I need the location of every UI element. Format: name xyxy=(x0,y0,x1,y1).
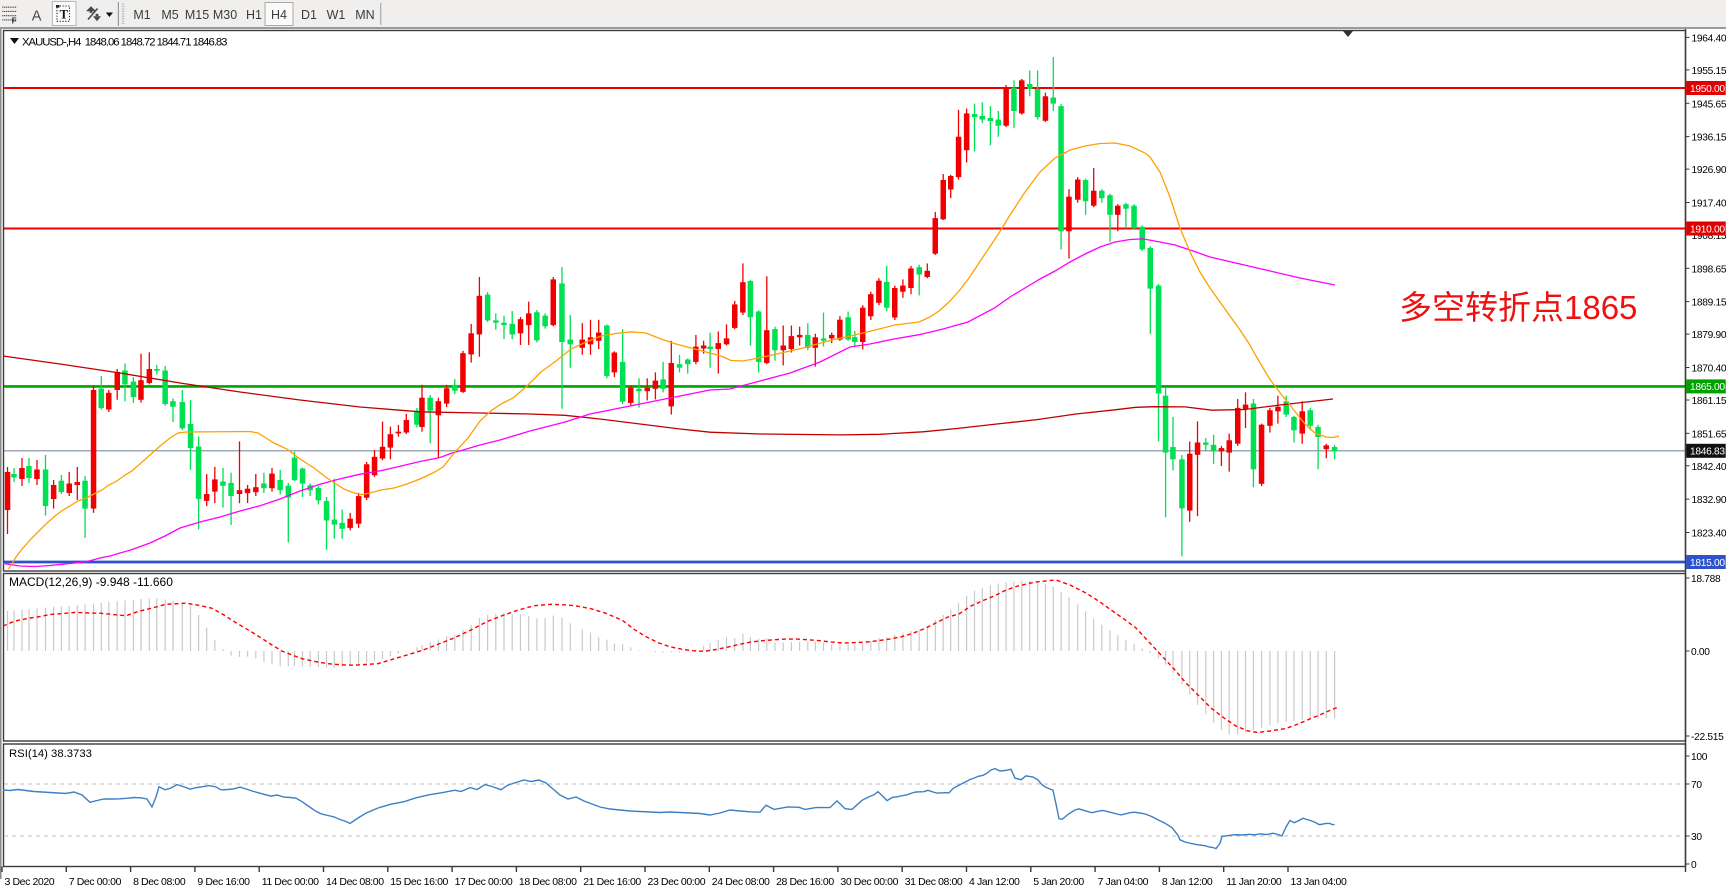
svg-text:5 Jan 20:00: 5 Jan 20:00 xyxy=(1033,876,1084,888)
svg-text:1910.00: 1910.00 xyxy=(1690,224,1725,235)
svg-text:3 Dec 2020: 3 Dec 2020 xyxy=(5,876,55,888)
svg-text:30: 30 xyxy=(1691,832,1702,843)
svg-text:21 Dec 16:00: 21 Dec 16:00 xyxy=(583,876,641,888)
svg-text:1842.40: 1842.40 xyxy=(1692,462,1726,473)
svg-text:1815.00: 1815.00 xyxy=(1690,558,1725,569)
svg-text:1823.40: 1823.40 xyxy=(1692,529,1726,540)
svg-text:28 Dec 16:00: 28 Dec 16:00 xyxy=(776,876,834,888)
svg-text:0: 0 xyxy=(1691,860,1697,871)
svg-text:18.788: 18.788 xyxy=(1691,574,1721,585)
svg-text:15 Dec 16:00: 15 Dec 16:00 xyxy=(390,876,448,888)
svg-text:XAUUSD-,H4 1848.06 1848.72 18: XAUUSD-,H4 1848.06 1848.72 1844.71 1846.… xyxy=(22,37,227,49)
svg-text:23 Dec 00:00: 23 Dec 00:00 xyxy=(648,876,706,888)
svg-text:1879.90: 1879.90 xyxy=(1692,330,1726,341)
svg-text:30 Dec 00:00: 30 Dec 00:00 xyxy=(840,876,898,888)
svg-text:11 Dec 00:00: 11 Dec 00:00 xyxy=(262,876,319,888)
svg-text:MACD(12,26,9) -9.948 -11.660: MACD(12,26,9) -9.948 -11.660 xyxy=(9,575,173,589)
svg-text:7 Jan 04:00: 7 Jan 04:00 xyxy=(1098,876,1149,888)
svg-text:4 Jan 12:00: 4 Jan 12:00 xyxy=(969,876,1020,888)
svg-text:7 Dec 00:00: 7 Dec 00:00 xyxy=(69,876,122,888)
svg-text:1846.83: 1846.83 xyxy=(1690,447,1725,458)
svg-text:1950.00: 1950.00 xyxy=(1690,84,1725,95)
svg-text:F: F xyxy=(12,16,17,25)
svg-text:1861.15: 1861.15 xyxy=(1692,396,1726,407)
svg-text:1851.65: 1851.65 xyxy=(1692,429,1726,440)
svg-text:31 Dec 08:00: 31 Dec 08:00 xyxy=(905,876,963,888)
svg-text:H1: H1 xyxy=(246,8,262,22)
svg-text:-22.515: -22.515 xyxy=(1691,732,1724,743)
svg-text:14 Dec 08:00: 14 Dec 08:00 xyxy=(326,876,384,888)
svg-text:1889.15: 1889.15 xyxy=(1692,298,1726,309)
svg-text:1908.15: 1908.15 xyxy=(1692,231,1726,242)
svg-text:100: 100 xyxy=(1691,752,1708,763)
svg-text:8 Dec 08:00: 8 Dec 08:00 xyxy=(133,876,186,888)
svg-text:13 Jan 04:00: 13 Jan 04:00 xyxy=(1291,876,1347,888)
svg-text:0.00: 0.00 xyxy=(1691,647,1710,658)
svg-text:24 Dec 08:00: 24 Dec 08:00 xyxy=(712,876,770,888)
svg-text:D1: D1 xyxy=(301,8,317,22)
svg-text:11 Jan 20:00: 11 Jan 20:00 xyxy=(1226,876,1282,888)
svg-text:W1: W1 xyxy=(327,8,346,22)
svg-text:70: 70 xyxy=(1691,780,1702,791)
svg-text:17 Dec 00:00: 17 Dec 00:00 xyxy=(455,876,513,888)
svg-text:1945.65: 1945.65 xyxy=(1692,99,1726,110)
svg-text:H4: H4 xyxy=(271,8,287,22)
svg-text:RSI(14) 38.3733: RSI(14) 38.3733 xyxy=(9,748,92,760)
svg-text:1964.40: 1964.40 xyxy=(1692,33,1726,44)
svg-text:1955.15: 1955.15 xyxy=(1692,66,1726,77)
svg-text:A: A xyxy=(32,9,42,25)
svg-text:1926.90: 1926.90 xyxy=(1692,165,1726,176)
svg-text:1936.15: 1936.15 xyxy=(1692,133,1726,144)
svg-text:1898.65: 1898.65 xyxy=(1692,264,1726,275)
svg-text:1917.40: 1917.40 xyxy=(1692,199,1726,210)
svg-text:M5: M5 xyxy=(161,8,178,22)
svg-text:M15: M15 xyxy=(185,8,209,22)
svg-text:T: T xyxy=(60,8,69,22)
svg-text:1832.90: 1832.90 xyxy=(1692,495,1726,506)
svg-text:8 Jan 12:00: 8 Jan 12:00 xyxy=(1162,876,1213,888)
svg-text:9 Dec 16:00: 9 Dec 16:00 xyxy=(197,876,250,888)
svg-text:18 Dec 08:00: 18 Dec 08:00 xyxy=(519,876,577,888)
svg-text:M30: M30 xyxy=(213,8,237,22)
svg-text:多空转折点1865: 多空转折点1865 xyxy=(1399,289,1637,326)
svg-text:1870.40: 1870.40 xyxy=(1692,364,1726,375)
svg-text:MN: MN xyxy=(355,8,374,22)
svg-text:M1: M1 xyxy=(133,8,150,22)
svg-text:1865.00: 1865.00 xyxy=(1690,382,1725,393)
